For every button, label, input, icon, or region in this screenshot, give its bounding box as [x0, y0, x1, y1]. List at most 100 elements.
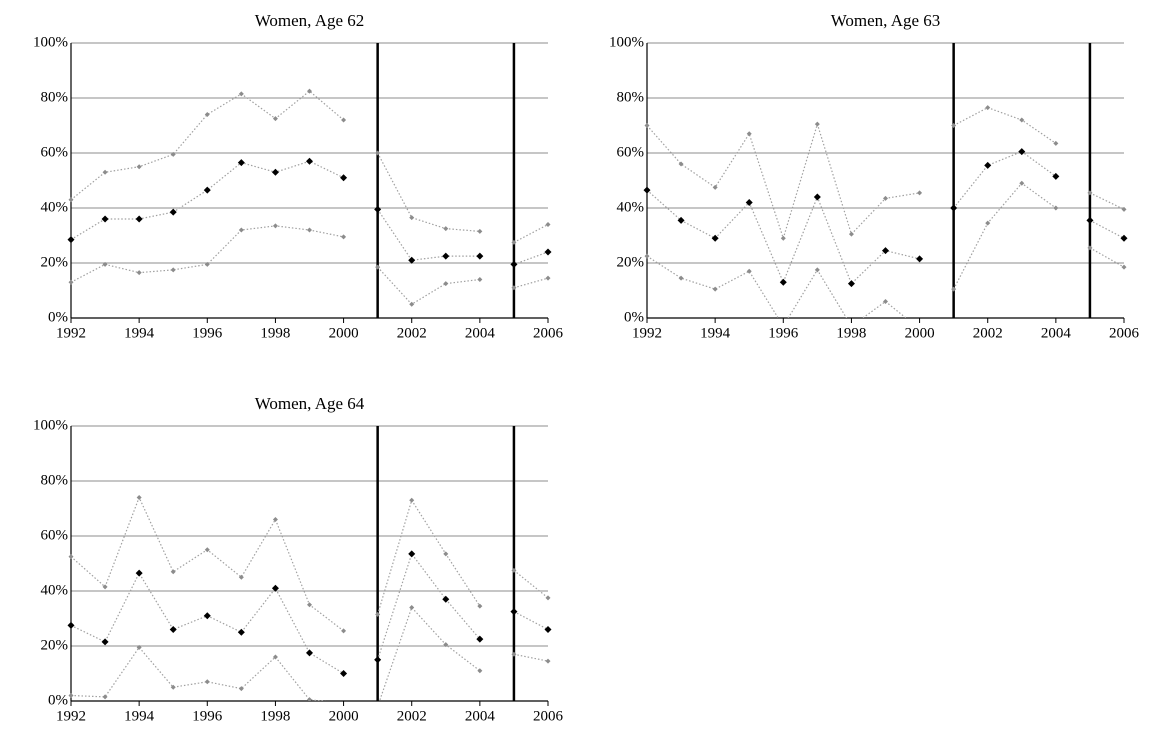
x-tick-label: 1994 [124, 325, 155, 341]
y-tick-label: 100% [609, 34, 644, 50]
data-point [745, 199, 753, 206]
plot-area [67, 88, 552, 307]
x-tick-label: 2000 [905, 325, 935, 341]
data-point [477, 277, 483, 282]
data-point [644, 123, 650, 128]
data-point [917, 190, 923, 196]
x-tick-label: 1994 [124, 708, 155, 724]
data-point [135, 215, 143, 223]
data-point [677, 216, 685, 224]
x-tick-label: 1994 [700, 325, 731, 341]
y-tick-label: 40% [41, 199, 69, 215]
data-point [68, 279, 74, 285]
y-tick-label: 0% [48, 309, 68, 325]
data-point [985, 220, 991, 226]
data-point [341, 628, 347, 634]
data-point [169, 208, 177, 216]
y-tick-label: 40% [41, 582, 69, 598]
data-point [711, 234, 719, 242]
data-point [1019, 180, 1025, 186]
data-point [477, 603, 483, 609]
data-point [780, 235, 786, 241]
data-point [1121, 264, 1127, 270]
chart-title: Women, Age 64 [255, 394, 365, 413]
data-point [814, 267, 820, 273]
data-point [1086, 216, 1094, 224]
data-point [101, 215, 109, 223]
data-point [443, 281, 449, 287]
data-point [746, 268, 752, 274]
data-point [511, 567, 517, 573]
data-point [477, 228, 483, 234]
data-point [644, 253, 650, 259]
y-tick-label: 40% [617, 199, 645, 215]
data-point [545, 658, 551, 664]
data-point [950, 204, 958, 212]
data-point [1053, 205, 1059, 211]
data-point [102, 694, 108, 700]
chart-panel: 0% 20% 40% 60% 80% 100% 1992 1994 1996 1998 2000 20… [609, 11, 1140, 342]
data-point [883, 195, 888, 201]
data-point [883, 299, 888, 304]
y-tick-label: 100% [33, 34, 68, 50]
data-point [678, 275, 684, 281]
data-point [712, 286, 718, 292]
data-point [341, 234, 347, 240]
data-point [511, 651, 517, 657]
x-tick-label: 1992 [56, 325, 86, 341]
data-point [409, 301, 415, 307]
data-point [951, 286, 957, 292]
data-point [204, 261, 210, 267]
data-point [476, 252, 484, 260]
data-point [170, 267, 176, 273]
data-point [307, 88, 312, 94]
x-tick-label: 2006 [1109, 325, 1140, 341]
chart-panel: 0% 20% 40% 60% 80% 100% 1992 1994 1996 1998 2000 20… [33, 394, 564, 725]
data-point [643, 186, 651, 194]
data-point [237, 628, 245, 636]
data-point [375, 150, 381, 156]
data-point [409, 215, 415, 221]
data-point [1087, 245, 1093, 251]
series-line [513, 611, 549, 631]
x-tick-label: 1998 [260, 325, 290, 341]
data-point [984, 161, 992, 169]
data-point [238, 574, 244, 580]
series-line [1089, 247, 1125, 268]
data-point [443, 642, 449, 648]
data-point [67, 621, 75, 629]
series-line [953, 106, 1057, 144]
series-line [513, 653, 549, 662]
data-point [374, 656, 382, 664]
data-point [67, 236, 75, 244]
data-point [375, 611, 381, 617]
data-point [409, 605, 415, 610]
data-point [271, 168, 279, 176]
data-point [1120, 234, 1128, 242]
data-point [203, 186, 211, 194]
data-point [170, 684, 176, 690]
data-point [238, 686, 244, 692]
series-line [70, 160, 344, 241]
data-point [307, 697, 312, 701]
x-tick-label: 2004 [1041, 325, 1072, 341]
data-point [409, 497, 415, 503]
data-point [102, 169, 108, 175]
data-point [408, 256, 416, 264]
x-tick-label: 2004 [465, 325, 496, 341]
y-tick-label: 60% [41, 527, 69, 543]
data-point [307, 602, 312, 608]
data-point [510, 260, 518, 268]
y-tick-label: 0% [624, 309, 644, 325]
data-point [272, 517, 278, 522]
data-point [1052, 172, 1060, 180]
plot-area [643, 105, 1128, 318]
data-point [443, 226, 449, 232]
y-tick-label: 0% [48, 692, 68, 708]
series-line [377, 209, 480, 261]
series-line [953, 182, 1057, 290]
data-point [271, 584, 279, 592]
series-line [70, 495, 344, 632]
